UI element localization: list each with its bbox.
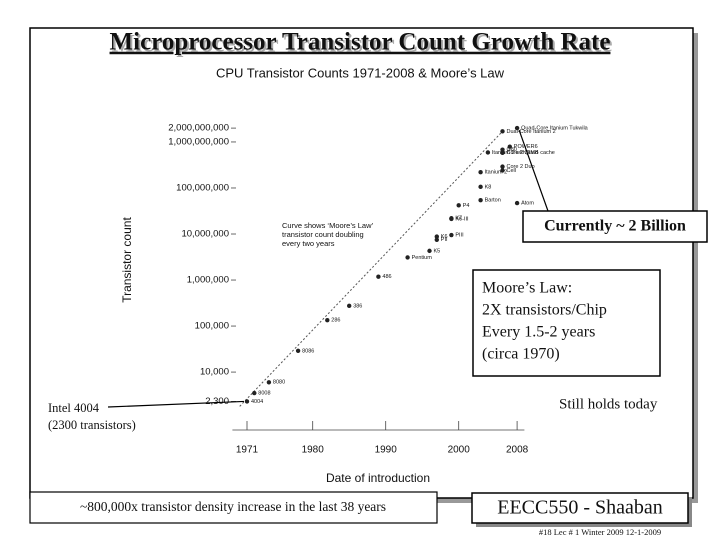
point-label: PIII — [455, 232, 464, 238]
data-point — [500, 164, 505, 169]
data-point — [325, 318, 330, 323]
data-point — [500, 129, 505, 134]
x-tick-label: 1971 — [236, 445, 259, 456]
callout-connector — [518, 129, 549, 212]
callout-moore: Every 1.5-2 years — [482, 324, 595, 341]
point-label: Itanium 2 — [485, 170, 508, 176]
callout-4004: (2300 transistors) — [48, 418, 136, 432]
data-point — [478, 184, 483, 190]
callout-moore: 2X transistors/Chip — [482, 302, 607, 319]
x-tick-label: 2008 — [506, 445, 529, 456]
chart-title: CPU Transistor Counts 1971-2008 & Moore’… — [216, 65, 505, 80]
point-label: Core 2 Duo — [507, 164, 535, 170]
data-point — [244, 399, 250, 404]
point-label: Itanium 2 with 9MB cache — [492, 150, 555, 156]
y-tick-label: 100,000 — [195, 321, 229, 332]
point-label: P4 — [463, 203, 470, 209]
data-point — [514, 200, 520, 206]
point-label: Dual-Core Itanium 2 — [507, 129, 556, 135]
point-label: Cell — [507, 168, 516, 174]
y-tick-label: 1,000,000,000 — [168, 136, 229, 147]
data-point — [252, 390, 257, 396]
point-label: K6-III — [455, 216, 469, 222]
x-tick-label: 1990 — [375, 445, 398, 456]
data-point — [376, 274, 381, 279]
point-label: K7 — [455, 216, 462, 222]
title-shadow: Microprocessor Transistor Count Growth R… — [112, 31, 613, 58]
data-point — [449, 232, 454, 238]
point-label: Barton — [485, 198, 501, 204]
frame — [29, 27, 694, 499]
data-point — [478, 197, 483, 203]
y-tick-label: 100,000,000 — [176, 182, 229, 193]
chart-annotation: every two years — [282, 239, 335, 248]
point-label: K8 — [485, 184, 492, 190]
point-label: 8086 — [302, 348, 314, 354]
callout-moore: Moore’s Law: — [482, 280, 572, 297]
trend-line — [239, 131, 503, 407]
point-label: 4004 — [251, 399, 263, 405]
data-point — [295, 348, 301, 353]
point-label: PII — [441, 237, 448, 243]
callout-box — [522, 210, 708, 243]
callout-4004: Intel 4004 — [48, 401, 100, 415]
data-point — [500, 147, 505, 152]
note-box — [29, 491, 438, 524]
point-label: Atom — [521, 201, 534, 207]
bottom-note: ~800,000x transistor density increase in… — [80, 499, 386, 514]
callout-holds: Still holds today — [559, 396, 658, 412]
data-point — [478, 170, 483, 175]
point-label: Core 2 Quad — [507, 150, 539, 156]
data-point — [485, 150, 491, 155]
point-label: Pentium — [412, 255, 433, 261]
data-point — [500, 150, 505, 155]
x-tick-label: 2000 — [448, 445, 471, 456]
badge-box — [471, 492, 689, 524]
data-point — [449, 216, 454, 221]
x-axis-label: Date of introduction — [326, 471, 430, 485]
data-point — [427, 248, 432, 254]
point-label: K5 — [434, 248, 441, 254]
data-point — [347, 303, 352, 309]
data-point — [456, 203, 461, 208]
point-label: 8008 — [258, 391, 270, 397]
y-tick-label: 10,000,000 — [181, 229, 229, 240]
point-label: G80 — [507, 147, 517, 153]
data-point — [500, 168, 505, 173]
point-label: K6 — [441, 234, 448, 240]
point-label: 386 — [353, 303, 362, 309]
y-tick-label: 10,000 — [200, 367, 229, 378]
data-point — [434, 237, 439, 242]
y-tick-label: 2,300 — [205, 396, 229, 407]
footer: #18 Lec # 1 Winter 2009 12-1-2009 — [539, 527, 661, 537]
badge: EECC550 - Shaaban — [497, 497, 663, 519]
data-point — [514, 125, 520, 131]
point-label: 286 — [331, 318, 340, 324]
callout-connector — [107, 400, 245, 408]
y-tick-label: 1,000,000 — [187, 275, 229, 286]
data-point — [434, 234, 439, 239]
data-point — [266, 380, 272, 385]
point-label: Quad-Core Itanium Tukwila — [521, 126, 589, 132]
chart-annotation: transistor count doubling — [282, 230, 364, 239]
callout-box — [472, 269, 661, 377]
y-tick-label: 2,000,000,000 — [168, 123, 229, 134]
x-tick-label: 1980 — [302, 445, 325, 456]
data-point — [507, 144, 512, 149]
point-label: 8080 — [273, 380, 285, 386]
point-label: 486 — [382, 274, 391, 280]
chart-annotation: Curve shows ‘Moore’s Law’ — [282, 221, 373, 230]
y-axis-label: Transistor count — [120, 217, 134, 303]
callout-current: Currently ~ 2 Billion — [544, 218, 686, 235]
data-point — [405, 255, 410, 260]
callout-moore: (circa 1970) — [482, 346, 560, 363]
slide-title: Microprocessor Transistor Count Growth R… — [110, 29, 611, 56]
